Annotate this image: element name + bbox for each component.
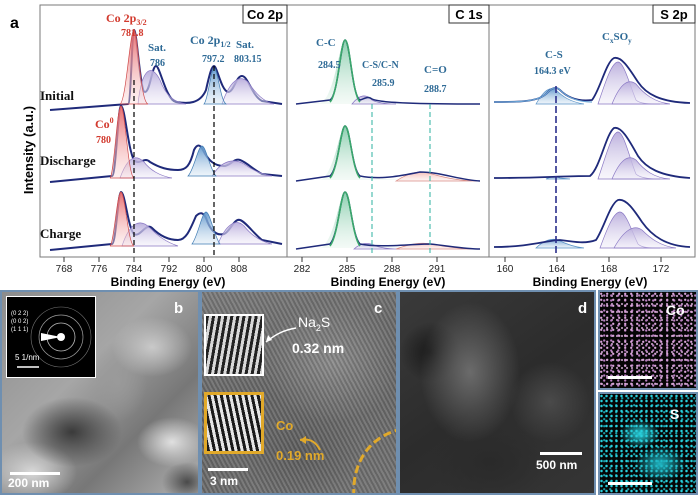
cc-value: 284.5 bbox=[318, 60, 341, 71]
c1s-tick-285: 285 bbox=[339, 264, 356, 275]
c1s-title: C 1s bbox=[455, 7, 482, 22]
y-axis-label: Intensity (a.u.) bbox=[21, 106, 36, 194]
saed-pattern bbox=[17, 306, 92, 368]
na2s-base: Na bbox=[298, 314, 316, 330]
co2p-1-2-label: Co 2p1/2 bbox=[190, 33, 231, 49]
co2p-charge-spectrum bbox=[49, 190, 283, 251]
na2s-end: S bbox=[320, 314, 331, 330]
co2p-tick-784: 784 bbox=[126, 264, 143, 275]
csn-value: 285.9 bbox=[372, 78, 395, 89]
s2p-tick-164: 164 bbox=[549, 264, 566, 275]
c1s-tick-282: 282 bbox=[294, 264, 311, 275]
co2p-1-2-value: 797.2 bbox=[202, 54, 225, 65]
cs-label: C-S bbox=[545, 49, 563, 61]
na2s-sub: 2 bbox=[315, 322, 321, 333]
panel-d-letter: d bbox=[578, 300, 588, 317]
eds-co-scale-bar bbox=[608, 376, 652, 379]
na2s-label: Na2S bbox=[298, 314, 330, 333]
co2p-tick-800: 800 bbox=[196, 264, 213, 275]
s2p-tick-168: 168 bbox=[601, 264, 618, 275]
na2s-spacing: 0.32 nm bbox=[292, 340, 345, 356]
co0-value: 780 bbox=[96, 135, 111, 146]
c1s-discharge-spectrum bbox=[295, 125, 481, 182]
panel-b-letter: b bbox=[174, 300, 184, 317]
saed-scale-label: 5 1/nm bbox=[15, 353, 40, 362]
s2p-frame bbox=[488, 4, 696, 258]
panel-d-scale-label: 500 nm bbox=[536, 458, 578, 472]
panel-c-scale-label: 3 nm bbox=[210, 474, 239, 488]
c1s-charge-spectrum bbox=[295, 191, 481, 250]
s2p-charge-spectrum bbox=[493, 198, 691, 249]
c1s-title-box bbox=[448, 4, 490, 24]
co0-label: Co0 bbox=[95, 116, 114, 131]
eds-co-label: Co bbox=[666, 302, 685, 318]
s2p-x-ticks bbox=[504, 257, 662, 262]
hrtem-image-panel-c: c Na2S 0.32 nm Co 0.19 nm 3 nm bbox=[200, 290, 398, 495]
c1s-tick-291: 291 bbox=[429, 264, 446, 275]
co-label: Co bbox=[276, 418, 294, 433]
c1s-x-ticks bbox=[301, 257, 438, 262]
co2p-x-ticks bbox=[63, 257, 240, 262]
saed-ring-022: (0 2 2) bbox=[11, 311, 29, 317]
panel-c-letter: c bbox=[374, 300, 383, 317]
co2p-sat2-value: 803.15 bbox=[234, 54, 262, 65]
panel-c-scale-bar bbox=[208, 468, 248, 471]
c1s-xlabel: Binding Energy (eV) bbox=[331, 275, 446, 289]
co-spacing: 0.19 nm bbox=[276, 448, 325, 463]
co2p-xlabel: Binding Energy (eV) bbox=[111, 275, 226, 289]
cxsoy-label: CxSOy bbox=[602, 31, 632, 45]
co2p-tick-808: 808 bbox=[231, 264, 248, 275]
row-label-discharge: Discharge bbox=[40, 153, 96, 168]
csn-label: C-S/C-N bbox=[362, 60, 399, 71]
haadf-image-panel-d: d 500 nm bbox=[398, 290, 596, 495]
co-fft-inset bbox=[204, 392, 264, 454]
eds-co-map: Co bbox=[598, 290, 698, 390]
panel-b-scale-bar bbox=[10, 472, 60, 475]
co2p-discharge-spectrum bbox=[49, 104, 283, 183]
tem-image-panel-b: b (0 2 2) (0 0 2) (1 1 1) 5 1/nm 200 nm bbox=[0, 290, 200, 495]
panel-a-letter: a bbox=[10, 15, 19, 32]
saed-inset: (0 2 2) (0 0 2) (1 1 1) 5 1/nm bbox=[6, 296, 96, 378]
panel-c-overlays bbox=[265, 327, 396, 493]
co2p-sat2-label: Sat. bbox=[236, 39, 254, 51]
c1s-tick-288: 288 bbox=[384, 264, 401, 275]
co2p-title: Co 2p bbox=[247, 7, 283, 22]
co2p-3-2-label: Co 2p3/2 bbox=[106, 11, 147, 27]
s2p-discharge-spectrum bbox=[493, 127, 691, 180]
cs-value: 164.3 eV bbox=[534, 66, 571, 77]
co-double-label: C=O bbox=[424, 64, 447, 76]
eds-s-label: S bbox=[670, 406, 680, 422]
c1s-initial-spectrum bbox=[295, 39, 481, 105]
eds-s-map: S bbox=[598, 392, 698, 495]
co2p-tick-768: 768 bbox=[56, 264, 73, 275]
s2p-tick-172: 172 bbox=[653, 264, 670, 275]
cc-label: C-C bbox=[316, 37, 336, 49]
s2p-title-box bbox=[652, 4, 696, 24]
saed-ring-002: (0 0 2) bbox=[11, 319, 29, 325]
co2p-3-2-value: 781.8 bbox=[121, 28, 144, 39]
co2p-tick-776: 776 bbox=[91, 264, 108, 275]
s2p-initial-spectrum bbox=[493, 57, 691, 105]
row-label-charge: Charge bbox=[40, 226, 81, 241]
co2p-sat1-value: 786 bbox=[150, 58, 165, 69]
s2p-xlabel: Binding Energy (eV) bbox=[533, 275, 648, 289]
na2s-fft-inset bbox=[204, 314, 264, 376]
saed-ring-111: (1 1 1) bbox=[11, 327, 29, 333]
co2p-sat1-label: Sat. bbox=[148, 42, 166, 54]
co2p-tick-792: 792 bbox=[161, 264, 178, 275]
panel-b-scale-label: 200 nm bbox=[8, 476, 50, 490]
s2p-title: S 2p bbox=[660, 7, 688, 22]
panel-d-scale-bar bbox=[540, 452, 582, 455]
co-double-value: 288.7 bbox=[424, 84, 447, 95]
row-label-initial: Initial bbox=[40, 88, 74, 103]
s2p-tick-160: 160 bbox=[497, 264, 514, 275]
co2p-title-box bbox=[242, 4, 288, 24]
xps-panel-a: a Intensity (a.u.) Initial Discharge Cha… bbox=[10, 4, 696, 289]
co2p-initial-spectrum bbox=[49, 28, 283, 111]
eds-s-scale-bar bbox=[608, 482, 652, 485]
